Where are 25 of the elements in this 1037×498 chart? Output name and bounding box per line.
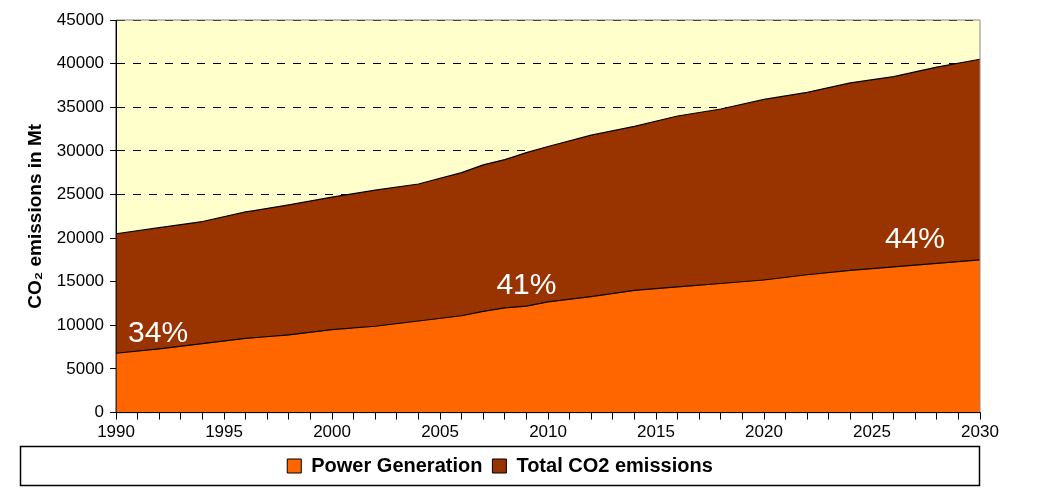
y-tick-label: 15000 [56,271,105,291]
x-tick-label: 2020 [745,422,783,442]
y-tick-label: 30000 [56,140,105,160]
annotation: 44% [884,221,945,255]
y-tick-label: 25000 [56,184,105,204]
x-tick-label: 2025 [853,422,891,442]
x-tick-label: 2010 [529,422,567,442]
legend-label: Total CO2 emissions [516,453,713,476]
y-tick-label: 35000 [56,96,105,116]
x-tick-label: 2015 [637,422,675,442]
y-tick-label: 45000 [56,9,105,29]
annotation: 41% [496,267,557,301]
x-tick-label: 2030 [961,422,999,442]
y-tick-label: 10000 [56,315,105,335]
x-tick-label: 2005 [421,422,459,442]
y-tick-label: 5000 [66,358,105,378]
legend-label: Power Generation [311,453,483,476]
x-tick-label: 1990 [97,422,135,442]
annotation: 34% [128,314,189,348]
y-axis-title: CO₂ emissions in Mt [23,123,45,309]
y-tick-label: 20000 [56,227,105,247]
x-tick-label: 2000 [313,422,351,442]
x-tick-label: 1995 [205,422,243,442]
y-tick-label: 0 [94,402,105,422]
y-tick-label: 40000 [56,53,105,73]
